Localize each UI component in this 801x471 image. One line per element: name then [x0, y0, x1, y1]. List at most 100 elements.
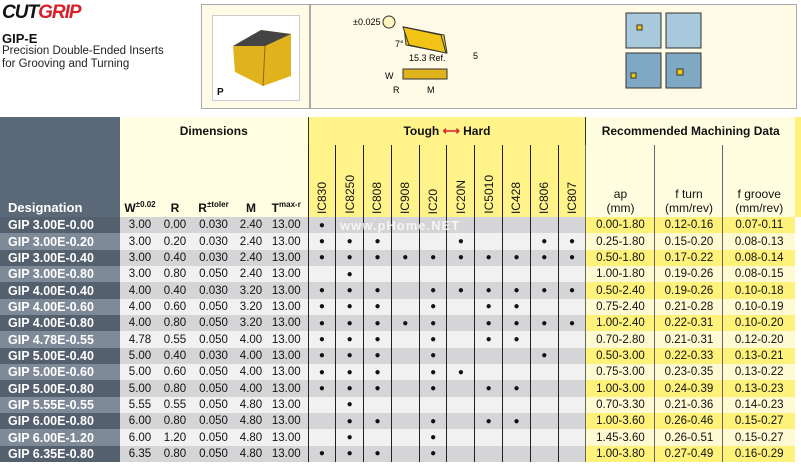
- grade-availability-cell: ●: [335, 445, 364, 463]
- dim-col-header: R: [160, 145, 190, 217]
- machining-cell: 0.50-3.00: [585, 347, 655, 365]
- available-dot-icon: ●: [513, 317, 520, 329]
- available-dot-icon: ●: [318, 252, 325, 264]
- grade-availability-cell: [390, 331, 420, 348]
- table-row: GIP 4.00E-0.40 4.00 0.40 0.030 3.20 13.00 ● ● ● ●…: [0, 282, 801, 299]
- available-dot-icon: ●: [318, 317, 325, 329]
- grade-availability-cell: [446, 413, 475, 430]
- available-dot-icon: ●: [430, 317, 437, 329]
- dimension-cell: 0.050: [190, 396, 237, 414]
- available-dot-icon: ●: [374, 334, 381, 346]
- grade-availability-cell: [502, 266, 531, 283]
- grade-availability-cell: ●: [307, 217, 336, 234]
- dimension-cell: 4.00: [120, 298, 160, 316]
- dimension-cell: 0.60: [160, 298, 190, 316]
- dimension-cell: 13.00: [265, 429, 308, 446]
- grade-availability-cell: [474, 347, 503, 365]
- grade-availability-cell: [557, 445, 586, 463]
- machining-cell: 0.15-0.27: [722, 429, 795, 446]
- machining-col-header: ap (mm): [585, 145, 655, 217]
- grade-availability-cell: ●: [363, 298, 392, 316]
- watermark: www.pHome.NET: [340, 218, 461, 233]
- grade-availability-cell: [529, 298, 559, 316]
- grade-availability-cell: [390, 282, 420, 299]
- available-dot-icon: ●: [513, 285, 520, 297]
- machining-cell: 0.70-3.30: [585, 396, 655, 414]
- double-arrow-icon: ⟷: [442, 124, 460, 138]
- grade-availability-cell: [418, 266, 447, 283]
- grade-availability-cell: ●: [418, 413, 447, 430]
- grade-availability-cell: [390, 364, 420, 381]
- grade-availability-cell: [418, 396, 447, 414]
- dimension-cell: 13.00: [265, 413, 308, 430]
- grade-availability-cell: [557, 413, 586, 430]
- grade-availability-cell: ●: [363, 282, 392, 299]
- dimension-cell: 0.050: [190, 445, 237, 463]
- dimension-cell: 0.55: [160, 331, 190, 348]
- grade-availability-cell: [529, 429, 559, 446]
- available-dot-icon: ●: [346, 399, 353, 411]
- dimension-cell: 4.80: [237, 396, 265, 414]
- machining-cell: 0.26-0.51: [654, 429, 723, 446]
- grade-availability-cell: ●: [502, 380, 531, 397]
- available-dot-icon: ●: [346, 301, 353, 313]
- dimension-cell: 0.030: [190, 347, 237, 365]
- available-dot-icon: ●: [374, 236, 381, 248]
- designation-cell: GIP 5.00E-0.60: [0, 364, 120, 381]
- machining-cell: 1.00-3.80: [585, 445, 655, 463]
- grade-availability-cell: [474, 445, 503, 463]
- machining-cell: 1.00-1.80: [585, 266, 655, 283]
- grade-availability-cell: [446, 266, 475, 283]
- svg-text:7°: 7°: [395, 39, 404, 49]
- available-dot-icon: ●: [346, 252, 353, 264]
- dimension-cell: 0.050: [190, 315, 237, 332]
- designation-cell: GIP 6.00E-1.20: [0, 429, 120, 446]
- grade-availability-cell: [557, 331, 586, 348]
- dimension-cell: 4.00: [237, 380, 265, 397]
- available-dot-icon: ●: [346, 383, 353, 395]
- grade-availability-cell: [363, 217, 392, 234]
- grade-availability-cell: ●: [474, 298, 503, 316]
- grade-availability-cell: ●: [363, 445, 392, 463]
- available-dot-icon: ●: [318, 366, 325, 378]
- available-dot-icon: ●: [430, 383, 437, 395]
- grade-availability-cell: [446, 315, 475, 332]
- grade-availability-cell: ●: [502, 315, 531, 332]
- grade-availability-cell: ●: [363, 315, 392, 332]
- grade-availability-cell: ●: [335, 249, 364, 267]
- available-dot-icon: ●: [430, 301, 437, 313]
- dimension-cell: 0.050: [190, 298, 237, 316]
- grade-availability-cell: ●: [307, 445, 336, 463]
- grade-availability-cell: [446, 298, 475, 316]
- machining-cell: 1.00-3.60: [585, 413, 655, 430]
- grade-availability-cell: ●: [474, 380, 503, 397]
- available-dot-icon: ●: [374, 285, 381, 297]
- grade-availability-cell: [557, 364, 586, 381]
- designation-cell: GIP 4.00E-0.80: [0, 315, 120, 332]
- grade-col-header: IC5010: [474, 145, 503, 217]
- dimension-cell: 0.050: [190, 429, 237, 446]
- available-dot-icon: ●: [374, 383, 381, 395]
- dimension-cell: 13.00: [265, 364, 308, 381]
- grade-availability-cell: [390, 380, 420, 397]
- available-dot-icon: ●: [374, 350, 381, 362]
- grade-availability-cell: ●: [335, 396, 364, 414]
- grade-availability-cell: ●: [446, 249, 475, 267]
- available-dot-icon: ●: [541, 285, 548, 297]
- machining-cell: 0.22-0.33: [654, 347, 723, 365]
- grade-availability-cell: [529, 445, 559, 463]
- dimension-cell: 13.00: [265, 445, 308, 463]
- grade-availability-cell: [502, 347, 531, 365]
- grade-availability-cell: ●: [418, 315, 447, 332]
- grade-availability-cell: [446, 331, 475, 348]
- machining-cell: 0.08-0.13: [722, 233, 795, 250]
- svg-text:R: R: [393, 85, 400, 95]
- dimension-cell: 6.00: [120, 429, 160, 446]
- dimension-cell: 2.40: [237, 217, 265, 234]
- cutgrip-logo: CUTGRIP: [2, 2, 82, 23]
- grade-availability-cell: [307, 429, 336, 446]
- grade-availability-cell: [390, 266, 420, 283]
- dimension-cell: 2.40: [237, 266, 265, 283]
- grade-availability-cell: ●: [307, 364, 336, 381]
- grade-availability-cell: ●: [418, 429, 447, 446]
